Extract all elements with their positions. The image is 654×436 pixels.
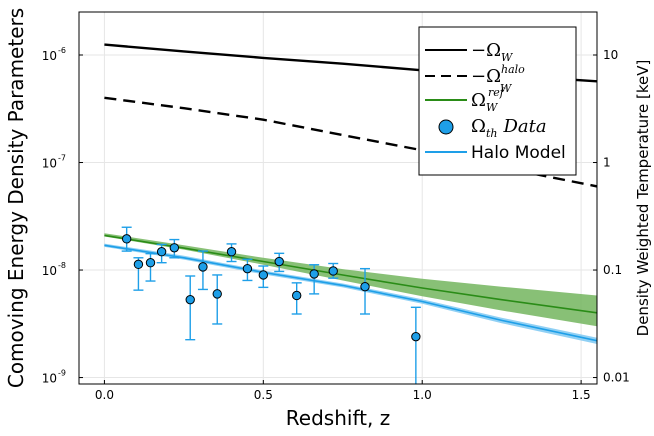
- legend-omega-ref-sup: ref: [488, 86, 506, 99]
- y-tick-exponent-1: -7: [58, 154, 66, 163]
- legend-omega-w-main: −Ω: [471, 40, 501, 61]
- legend-omega-th-suffix: Data: [502, 116, 546, 137]
- x-axis-label: Redshift, z: [286, 406, 390, 430]
- series-line-2: [104, 234, 597, 314]
- legend-omega-halo-sup: halo: [501, 63, 525, 76]
- legend-omega-th-sub: th: [486, 127, 498, 140]
- series-line-3: [104, 244, 597, 342]
- legend-omega-ref-main: Ω: [471, 90, 486, 111]
- y-tick-label-1: 10: [42, 157, 57, 171]
- data-point-3: [156, 247, 167, 257]
- y2-tick-label-1: 1: [603, 156, 611, 170]
- y-tick-label-3: 10: [42, 372, 57, 386]
- y2-tick-label-3: 0.01: [603, 371, 630, 385]
- data-point-4: [169, 243, 180, 253]
- legend-label-omega-th: Ωth Data: [471, 116, 547, 140]
- data-point-2: [145, 258, 156, 268]
- y-tick-exponent-3: -9: [58, 369, 66, 378]
- data-point-14: [328, 266, 338, 276]
- data-point-8: [226, 247, 237, 257]
- data-point-6: [198, 262, 208, 272]
- data-point-11: [274, 256, 284, 267]
- y2-axis-label: Density Weighted Temperature [keV]: [634, 60, 652, 337]
- y2-axis-ticks: 10 1 0.1 0.01: [593, 48, 630, 385]
- legend-omega-th-main: Ω: [471, 116, 486, 137]
- legend-label-halo-model: Halo Model: [471, 143, 566, 163]
- data-point-15: [360, 281, 370, 292]
- y-tick-exponent-2: -8: [58, 261, 66, 270]
- x-tick-label-0: 0.0: [95, 388, 114, 402]
- legend-omega-halo-main: −Ω: [471, 66, 501, 87]
- data-point-13: [309, 269, 319, 279]
- y2-tick-label-0: 10: [603, 48, 618, 62]
- plot-frame: [78, 11, 598, 385]
- x-tick-label-3: 1.5: [572, 388, 591, 402]
- x-tick-label-2: 1.0: [413, 388, 432, 402]
- legend-omega-w-sub: W: [501, 51, 514, 64]
- data-point-0: [121, 234, 132, 244]
- y-tick-label-2: 10: [42, 264, 57, 278]
- y-axis-ticks: 10-610-710-810-9: [42, 46, 83, 386]
- legend-label-omega-halo: −Ωhalo: [471, 63, 525, 87]
- legend-omega-ref-sub: W: [486, 101, 499, 114]
- y2-tick-label-2: 0.1: [603, 263, 622, 277]
- data-point-9: [242, 263, 253, 274]
- x-axis-ticks: 0.0 0.5 1.0 1.5: [95, 380, 591, 402]
- legend-omega-halo-sub: W: [500, 82, 513, 95]
- data-points: [121, 226, 421, 384]
- legend-swatch-omega-th: [438, 119, 454, 135]
- y-tick-label-0: 10: [42, 49, 57, 63]
- legend-label-omega-w: −ΩW: [471, 40, 514, 64]
- y-tick-exponent-0: -6: [58, 46, 66, 55]
- series-band-2: [104, 233, 597, 327]
- data-point-1: [133, 259, 144, 270]
- data-point-5: [185, 294, 195, 305]
- data-point-10: [258, 270, 269, 280]
- x-tick-label-1: 0.5: [254, 388, 273, 402]
- data-point-16: [411, 331, 421, 342]
- data-point-7: [212, 289, 222, 299]
- y-axis-label: Comoving Energy Density Parameters: [4, 8, 28, 388]
- data-point-12: [291, 290, 302, 301]
